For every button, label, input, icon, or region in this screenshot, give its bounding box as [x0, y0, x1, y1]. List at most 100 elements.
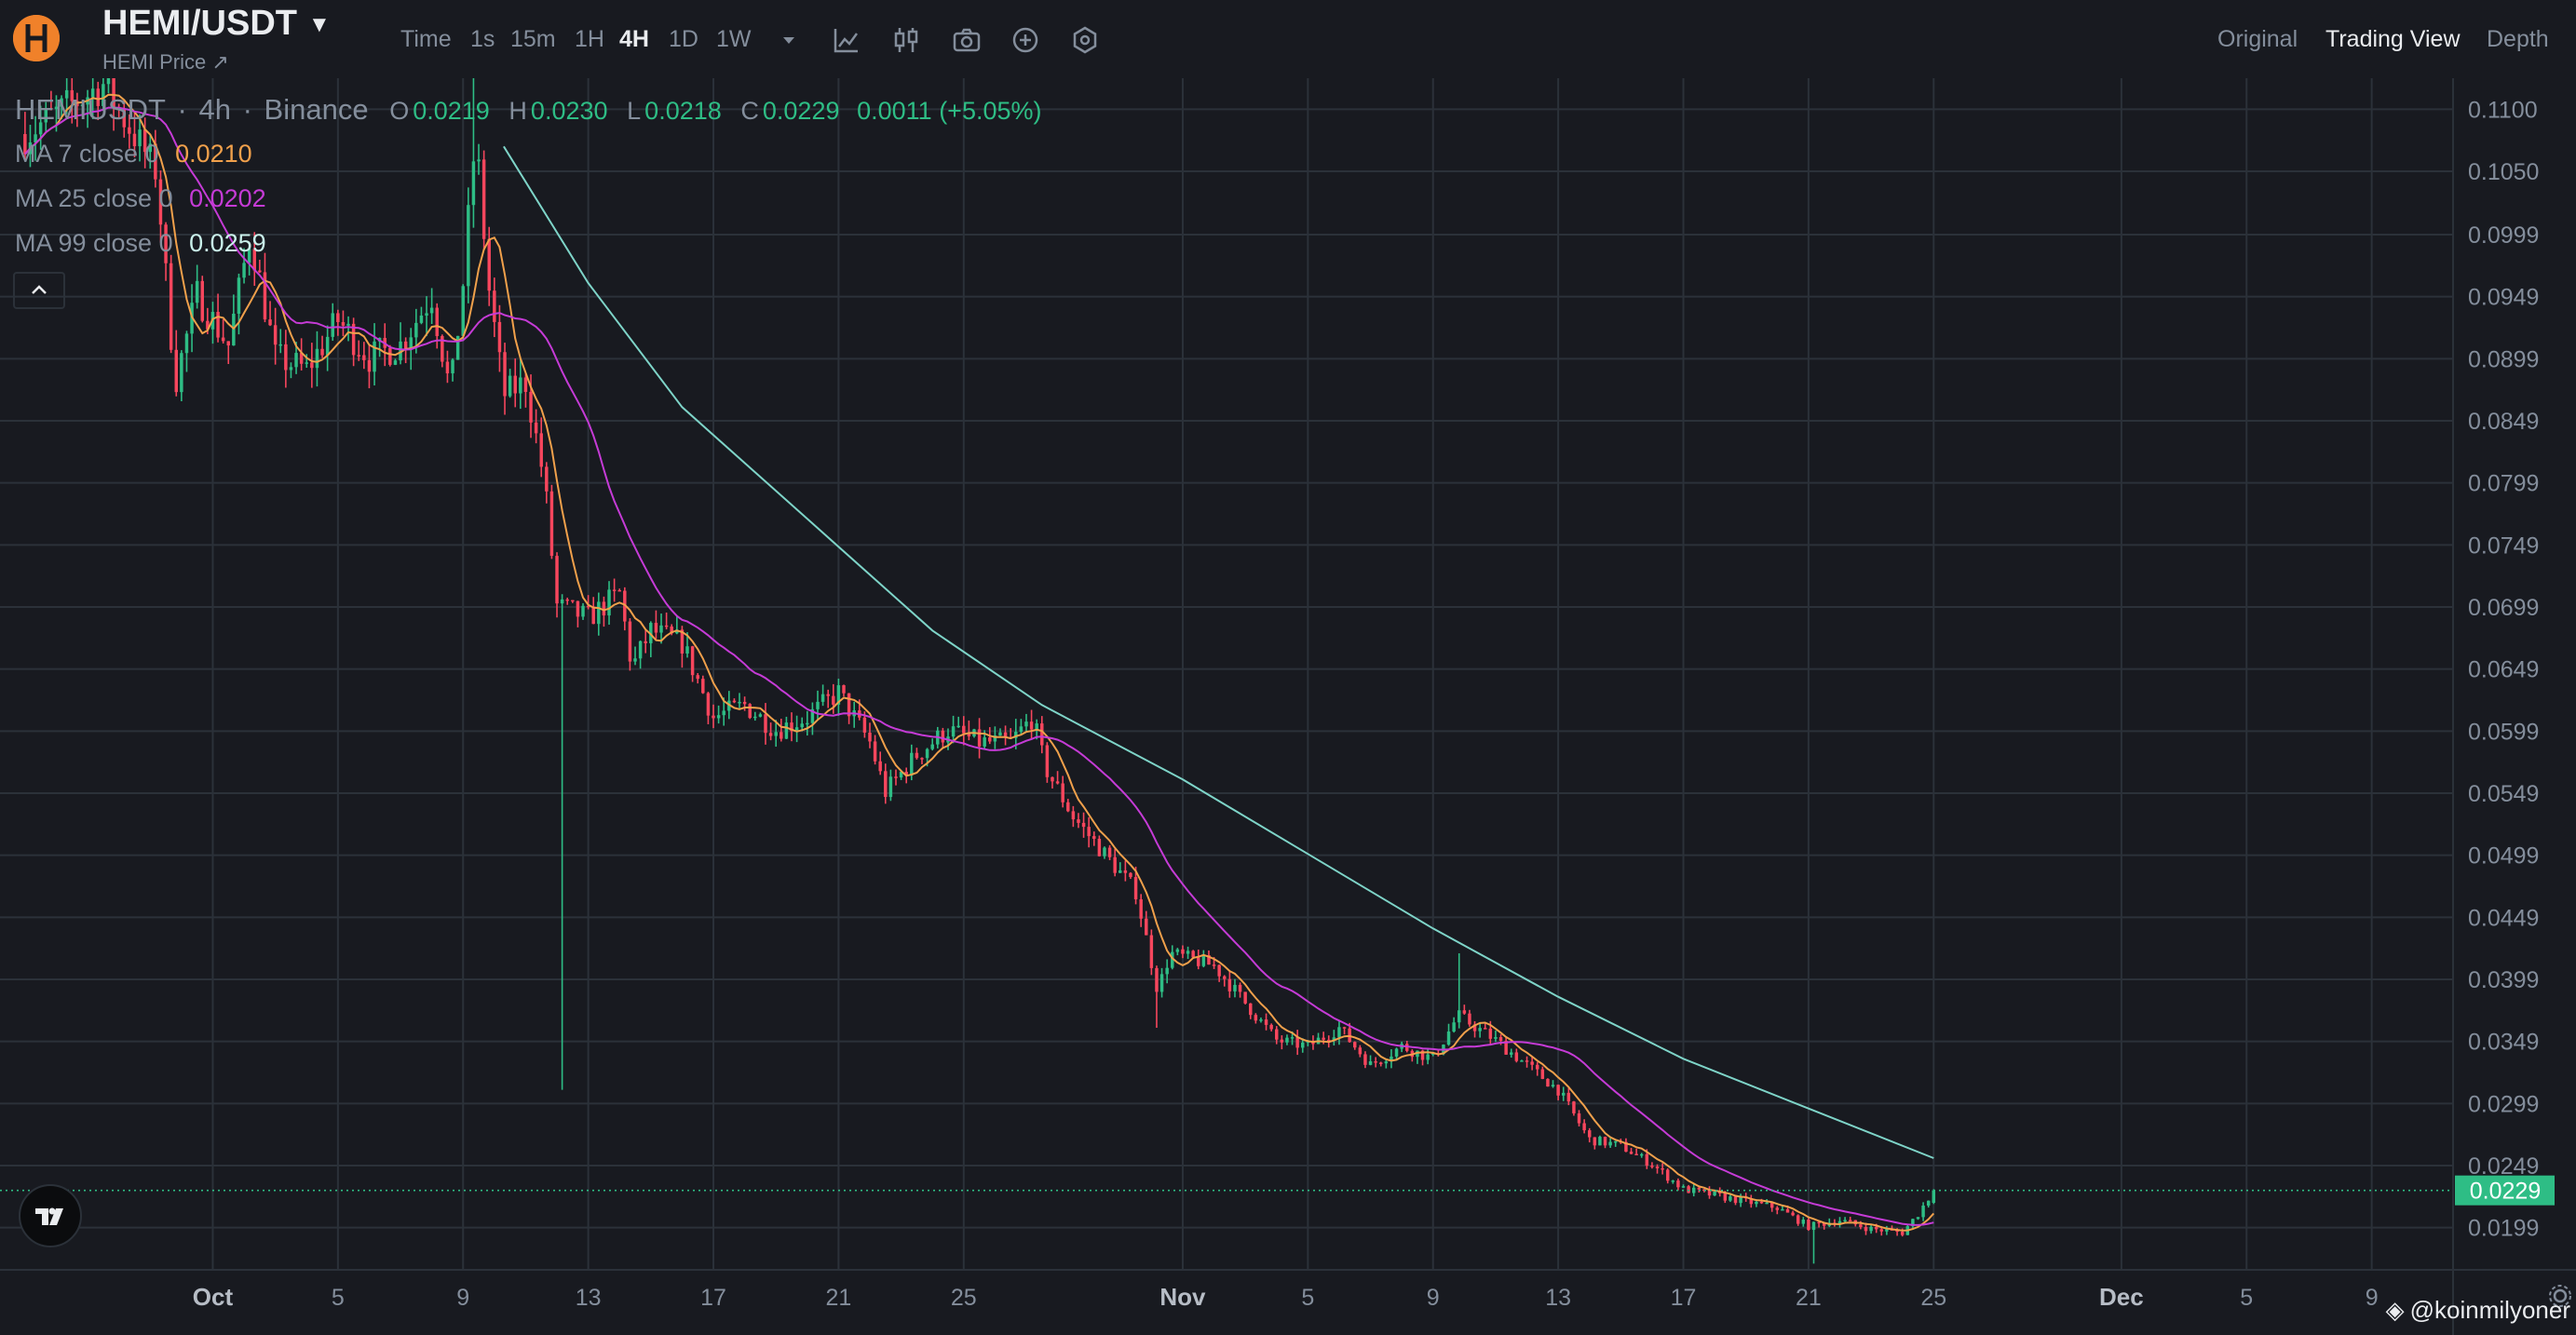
candle-body	[419, 315, 424, 323]
candle-body	[888, 776, 893, 798]
candle-body	[1504, 1041, 1508, 1055]
tab-1s[interactable]: 1s	[470, 26, 495, 52]
candle-body	[617, 589, 621, 592]
y-tick-label: 0.0349	[2468, 1030, 2539, 1056]
candle-body	[1697, 1187, 1702, 1190]
tab-15m[interactable]: 15m	[510, 26, 556, 52]
tab-1w[interactable]: 1W	[716, 26, 752, 52]
tab-time[interactable]: Time	[400, 26, 452, 52]
candle-body	[1035, 723, 1038, 730]
last-price-tag	[2455, 1175, 2555, 1206]
candle-body	[1843, 1220, 1847, 1222]
y-tick-label: 0.0399	[2468, 967, 2539, 993]
candle-body	[1290, 1037, 1295, 1039]
legend-low-label: L	[627, 97, 642, 125]
candle-body	[1139, 899, 1143, 919]
candle-body	[899, 772, 903, 778]
candle-settings-icon[interactable]	[890, 24, 922, 56]
candle-body	[1759, 1201, 1764, 1204]
y-tick-label: 0.0799	[2468, 471, 2539, 497]
camera-icon[interactable]	[951, 24, 983, 56]
candle-body	[738, 701, 741, 704]
tradingview-logo-icon[interactable]	[19, 1184, 82, 1247]
candle-body	[1159, 974, 1164, 992]
candle-body	[956, 725, 960, 728]
top-bar: HEMI/USDT ▼ HEMI Price ↗ Time 1s 15m 1H 4…	[0, 0, 2576, 80]
pair-subtitle-link[interactable]: HEMI Price ↗	[102, 50, 229, 74]
candle-body	[680, 629, 685, 654]
candle-body	[1301, 1042, 1305, 1048]
candle-body	[1598, 1137, 1602, 1146]
candle-body	[1149, 935, 1154, 968]
candle-body	[1212, 964, 1216, 966]
candle-body	[534, 422, 538, 434]
line-chart-icon[interactable]	[831, 24, 862, 56]
candle-body	[1029, 721, 1034, 730]
view-depth[interactable]: Depth	[2487, 26, 2549, 52]
candle-body	[1755, 1201, 1758, 1205]
candle-body	[247, 249, 251, 263]
ma99-legend[interactable]: MA 99 close 0 0.0259	[15, 229, 270, 258]
candle-body	[1624, 1141, 1628, 1153]
candle-body	[393, 360, 398, 365]
candle-body	[623, 590, 627, 622]
candle-body	[826, 694, 830, 696]
tab-4h[interactable]: 4H	[619, 26, 649, 52]
ma25-legend[interactable]: MA 25 close 0 0.0202	[15, 184, 270, 213]
candle-body	[1535, 1064, 1539, 1070]
tab-1h[interactable]: 1H	[575, 26, 604, 52]
candle-body	[409, 337, 413, 350]
x-tick-label: 25	[951, 1285, 977, 1311]
candle-body	[362, 355, 366, 360]
candle-body	[1384, 1061, 1389, 1064]
timeframe-dropdown-caret-icon[interactable]	[773, 24, 805, 56]
tab-1d[interactable]: 1D	[669, 26, 698, 52]
chart-settings-gear-icon[interactable]	[2545, 1281, 2575, 1311]
candle-body	[696, 675, 699, 680]
candle-body	[1926, 1200, 1931, 1206]
candle-body	[1525, 1060, 1529, 1062]
candle-body	[237, 277, 241, 314]
candle-body	[1582, 1123, 1586, 1131]
view-original[interactable]: Original	[2217, 26, 2298, 52]
candle-body	[816, 701, 820, 709]
candle-body	[1546, 1078, 1550, 1087]
candle-body	[1119, 870, 1122, 873]
view-trading-view[interactable]: Trading View	[2325, 26, 2461, 52]
candle-body	[1379, 1062, 1383, 1064]
ma25-line	[24, 106, 1934, 1226]
collapse-legend-button[interactable]	[13, 272, 65, 309]
candle-body	[174, 349, 178, 393]
legend-separator: ·	[242, 93, 252, 126]
candle-body	[425, 313, 428, 316]
x-tick-label: 13	[576, 1285, 602, 1311]
price-chart[interactable]: 0.1100 0.1050 0.0999 0.0949 0.0899 0.0849 0.07…	[0, 78, 2576, 1335]
candle-body	[998, 732, 1002, 735]
candle-body	[1003, 732, 1008, 737]
watermark: ◈ @koinmilyoner	[2386, 1296, 2570, 1325]
candle-body	[206, 320, 210, 330]
candle-body	[1019, 726, 1024, 733]
candle-body	[294, 353, 298, 368]
candle-body	[441, 335, 444, 362]
y-tick-label: 0.0999	[2468, 222, 2539, 249]
candle-body	[461, 286, 465, 336]
candle-body	[1133, 877, 1138, 900]
x-tick-label: 13	[1545, 1285, 1571, 1311]
ma7-legend[interactable]: MA 7 close 0 0.0210	[15, 140, 256, 169]
pair-selector[interactable]: HEMI/USDT ▼	[102, 4, 331, 44]
candle-body	[1593, 1137, 1597, 1146]
add-indicator-icon[interactable]	[1010, 24, 1041, 56]
candle-body	[399, 341, 402, 361]
candle-body	[1911, 1219, 1915, 1227]
candle-body	[184, 333, 189, 354]
y-tick-label: 0.0199	[2468, 1216, 2539, 1242]
candle-body	[1155, 967, 1159, 992]
y-tick-label: 0.0899	[2468, 346, 2539, 372]
candle-body	[1368, 1061, 1373, 1065]
candle-body	[644, 641, 647, 643]
candle-body	[1457, 1010, 1461, 1023]
candle-body	[1123, 870, 1128, 873]
settings-hex-icon[interactable]	[1069, 24, 1101, 56]
candle-body	[878, 761, 882, 772]
